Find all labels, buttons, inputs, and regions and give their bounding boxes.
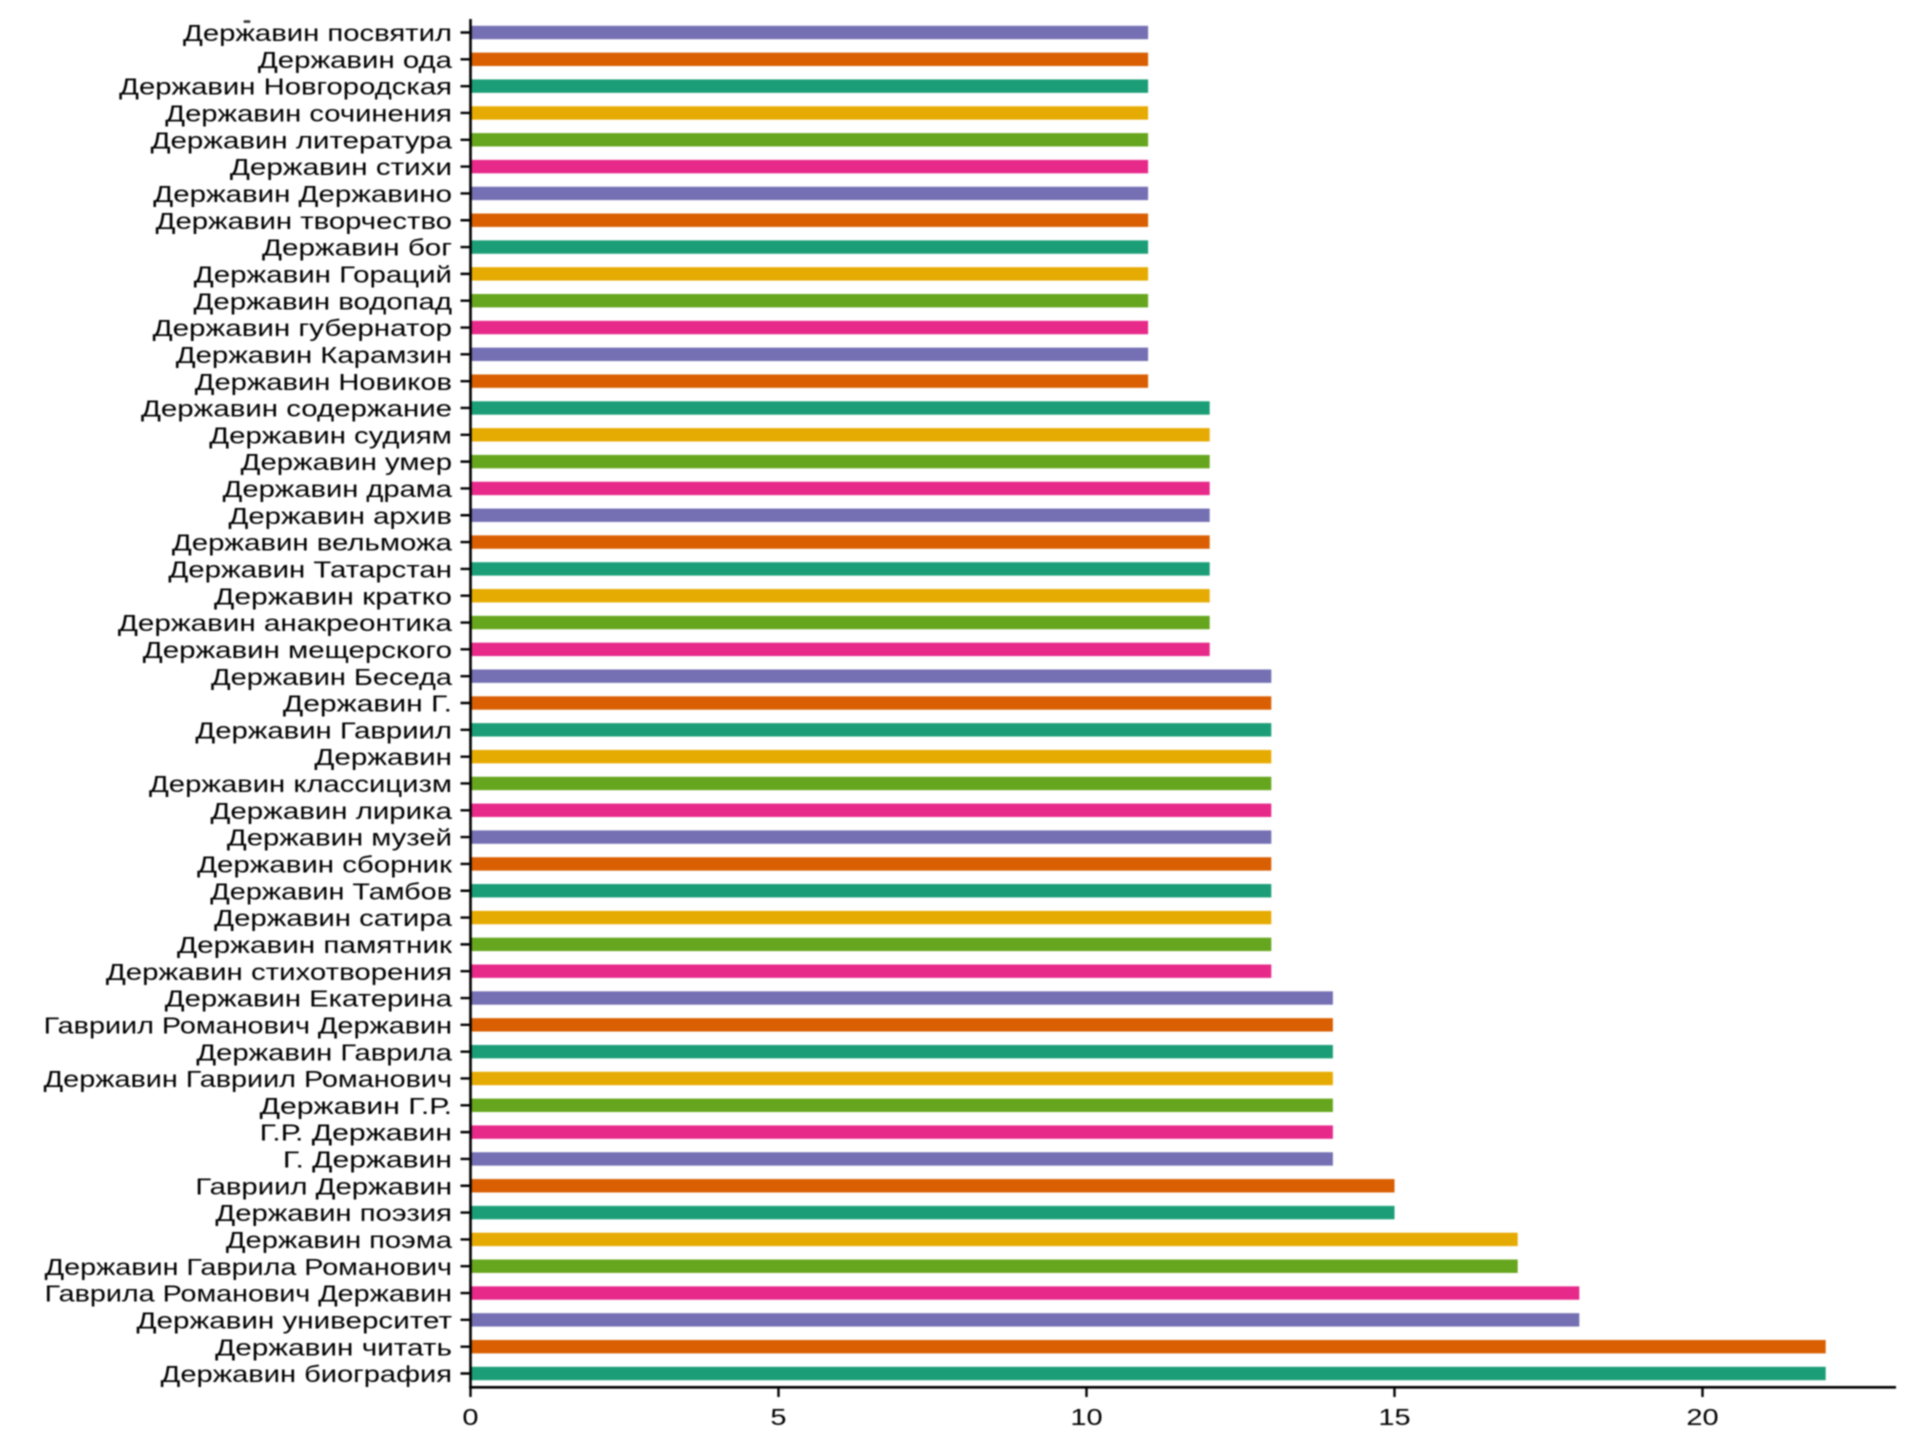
svg-text:Державин содержание: Державин содержание [141, 396, 452, 422]
svg-text:Державин Г.Р.: Державин Г.Р. [260, 1093, 452, 1119]
svg-text:Державин бог: Державин бог [262, 235, 452, 261]
svg-text:Державин университет: Державин университет [137, 1307, 453, 1333]
svg-text:Державин умер: Державин умер [241, 449, 452, 475]
svg-text:Державин лирика: Державин лирика [211, 798, 453, 824]
svg-text:Державин Гавриил Романович: Державин Гавриил Романович [44, 1066, 452, 1092]
svg-text:Державин поэма: Державин поэма [226, 1227, 452, 1253]
svg-text:Державин водопад: Державин водопад [194, 288, 453, 314]
svg-text:Гаврила Романович Державин: Гаврила Романович Державин [45, 1281, 452, 1307]
svg-text:Державин Гаврила Романович: Державин Гаврила Романович [45, 1254, 452, 1280]
svg-text:Державин Беседа: Державин Беседа [211, 664, 452, 690]
svg-text:Державин сборник: Державин сборник [197, 852, 453, 878]
svg-text:Державин творчество: Державин творчество [156, 208, 452, 234]
svg-text:Державин кратко: Державин кратко [214, 583, 452, 609]
svg-text:Державин: Державин [314, 744, 452, 770]
svg-text:10: 10 [1070, 1404, 1102, 1430]
svg-text:Державин Гаврила: Державин Гаврила [196, 1039, 452, 1065]
svg-text:Державин классицизм: Державин классицизм [149, 771, 452, 797]
svg-text:Державин Екатерина: Державин Екатерина [165, 986, 452, 1012]
svg-text:Державин Новиков: Державин Новиков [195, 369, 452, 395]
svg-text:Державин судиям: Державин судиям [209, 422, 452, 448]
svg-text:Г. Державин: Г. Державин [283, 1147, 452, 1173]
svg-text:Державин Новгородская: Державин Новгородская [119, 74, 452, 100]
svg-text:Державин стихи: Державин стихи [230, 154, 452, 180]
svg-text:Державин архив: Державин архив [229, 503, 453, 529]
svg-text:Гавриил Державин: Гавриил Державин [195, 1173, 452, 1199]
svg-text:Державин Г.: Державин Г. [283, 691, 452, 717]
svg-text:Державин вельможа: Державин вельможа [172, 530, 452, 556]
svg-text:Державин Гавриил: Державин Гавриил [195, 717, 452, 743]
svg-text:Гавриил Романович Державин: Гавриил Романович Державин [44, 1012, 452, 1038]
svg-text:20: 20 [1686, 1404, 1718, 1430]
svg-text:Державин ода: Державин ода [258, 47, 452, 73]
svg-text:Державин Гораций: Державин Гораций [194, 261, 452, 287]
svg-text:Державин губернатор: Державин губернатор [153, 315, 452, 341]
svg-text:Державин Татарстан: Державин Татарстан [168, 557, 452, 583]
svg-text:Державин памятник: Державин памятник [177, 932, 453, 958]
svg-text:Державин стихотворения: Державин стихотворения [106, 959, 452, 985]
svg-text:5: 5 [770, 1404, 786, 1430]
svg-text:Державин мещерского: Державин мещерского [143, 637, 452, 663]
svg-text:Державин биография: Державин биография [161, 1361, 452, 1387]
svg-text:Державин читать: Державин читать [215, 1334, 452, 1360]
svg-text:Державин драма: Державин драма [223, 476, 453, 502]
svg-text:0: 0 [462, 1404, 478, 1430]
svg-text:Державин посвятил: Державин посвятил [183, 20, 452, 46]
svg-text:Державин поэзия: Державин поэзия [215, 1200, 452, 1226]
svg-text:15: 15 [1378, 1404, 1410, 1430]
svg-text:Державин Тамбов: Державин Тамбов [210, 878, 452, 904]
svg-text:Державин сатира: Державин сатира [214, 905, 452, 931]
svg-text:Державин Державино: Державин Державино [153, 181, 452, 207]
svg-text:Г.Р. Державин: Г.Р. Державин [260, 1120, 452, 1146]
svg-text:Державин анакреонтика: Державин анакреонтика [118, 610, 452, 636]
svg-text:Державин литература: Державин литература [151, 127, 453, 153]
svg-text:Державин Карамзин: Державин Карамзин [176, 342, 452, 368]
svg-text:Державин музей: Державин музей [227, 825, 452, 851]
svg-text:Державин сочинения: Державин сочинения [165, 101, 452, 127]
